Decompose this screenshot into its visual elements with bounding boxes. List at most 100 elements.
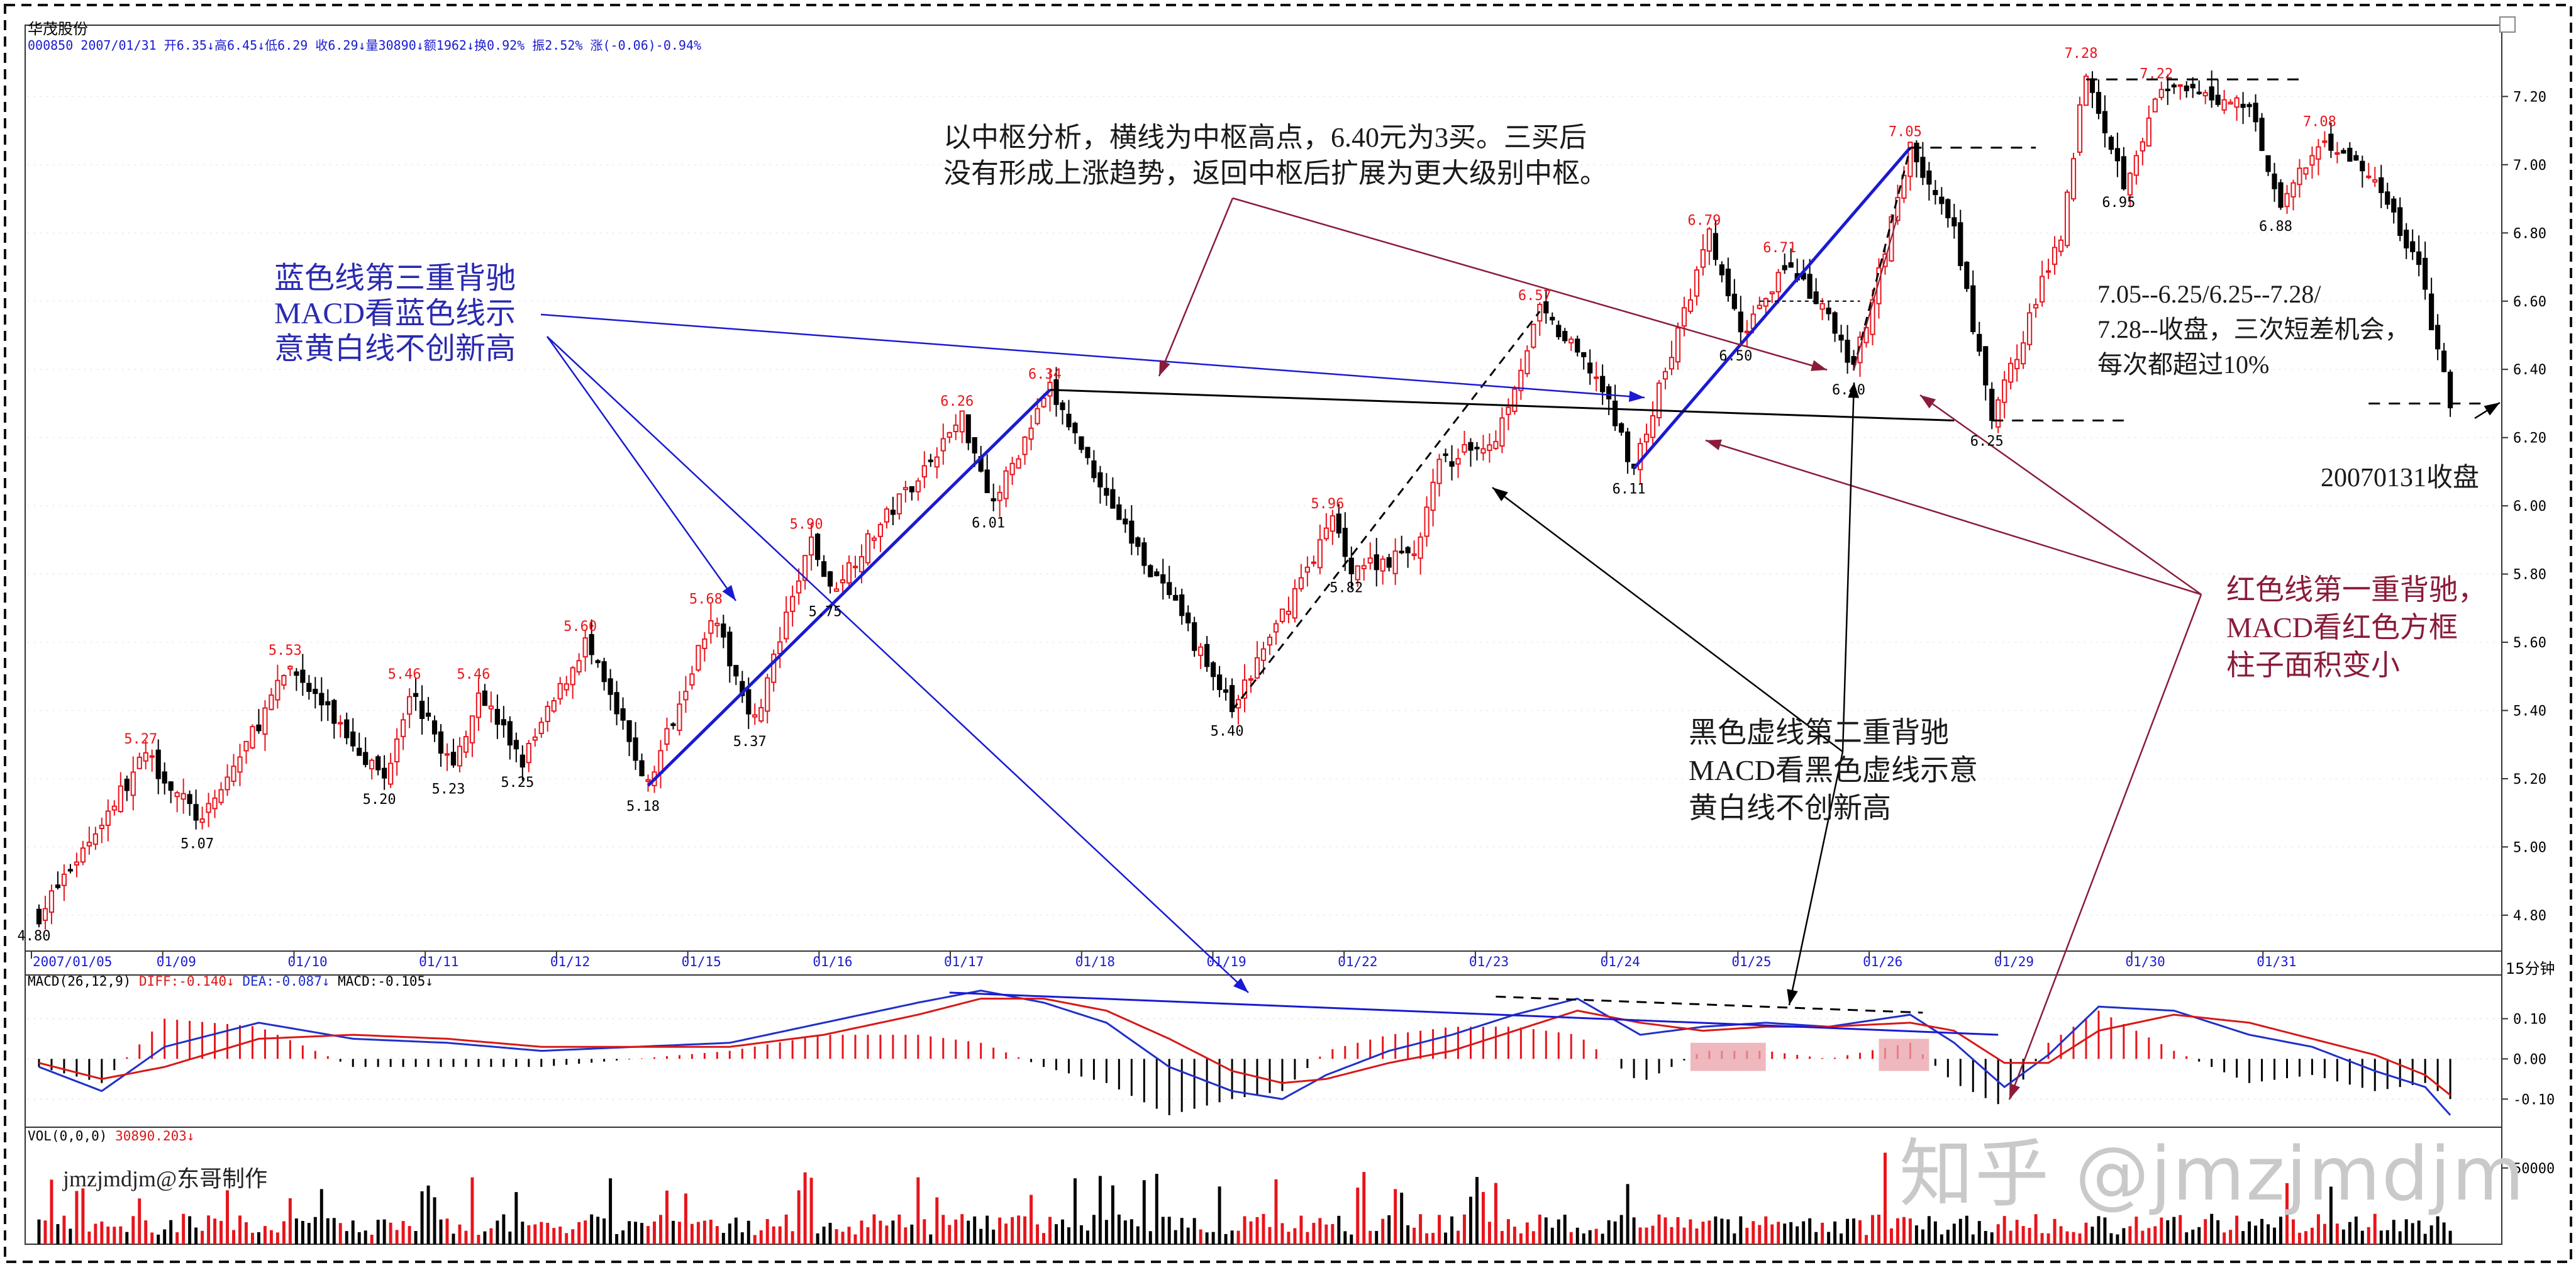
price-candle xyxy=(683,691,689,701)
blue-trend-line-2 xyxy=(1633,147,1912,470)
price-point-label: 6.26 xyxy=(940,394,974,409)
price-candle xyxy=(482,690,488,706)
price-candle xyxy=(86,842,92,847)
vol-header: VOL(0,0,0) 30890.203↓ xyxy=(28,1128,195,1144)
price-candle xyxy=(884,508,890,523)
price-candle xyxy=(1807,274,1813,299)
price-candle xyxy=(1775,272,1781,292)
price-candle xyxy=(1977,333,1982,352)
price-candle xyxy=(1267,637,1273,646)
price-candle xyxy=(218,789,224,803)
price-candle xyxy=(287,666,293,670)
price-candle xyxy=(1173,594,1179,601)
price-candle xyxy=(777,641,783,655)
price-candle xyxy=(1449,461,1455,467)
maroon-arrow-right-head xyxy=(1811,360,1827,371)
x-axis-label: 01/18 xyxy=(1075,954,1115,969)
price-point-label: 4.80 xyxy=(18,928,51,944)
price-candle xyxy=(501,719,506,726)
price-candle xyxy=(752,714,758,718)
price-candle xyxy=(1053,379,1059,405)
outer-border xyxy=(4,4,2572,1263)
price-candle xyxy=(1192,622,1197,651)
price-candle xyxy=(589,634,594,655)
price-candle xyxy=(2423,257,2428,290)
price-candle xyxy=(1713,233,1718,260)
price-candle xyxy=(852,565,858,569)
window-control-icon[interactable] xyxy=(2499,16,2516,33)
price-candle xyxy=(1606,386,1612,399)
price-candle xyxy=(1399,550,1404,554)
price-candle xyxy=(325,701,331,706)
price-point-label: 7.08 xyxy=(2303,114,2336,130)
price-point-label: 5.46 xyxy=(457,667,490,682)
price-candle xyxy=(1543,301,1549,314)
maroon-arrow-to-macd-head xyxy=(2009,1083,2021,1100)
price-candle xyxy=(155,749,161,779)
price-point-label: 5.46 xyxy=(388,667,421,682)
price-candle xyxy=(1380,558,1385,572)
price-candle xyxy=(1870,299,1875,335)
price-candle xyxy=(840,579,846,584)
annotation-line: 没有形成上涨趋势，返回中枢后扩展为更大级别中枢。 xyxy=(943,158,1607,189)
price-candle xyxy=(1687,299,1694,312)
price-candle xyxy=(1072,423,1078,433)
black-dashed-trend-1 xyxy=(1231,311,1541,711)
price-candle xyxy=(469,715,475,744)
price-candle xyxy=(2234,97,2240,108)
price-candle xyxy=(1556,325,1562,338)
price-point-label: 6.88 xyxy=(2259,219,2292,235)
blue-arrow-to-price xyxy=(540,313,1645,399)
price-candle xyxy=(136,756,142,769)
price-candle xyxy=(1738,311,1743,333)
macd-diff-line xyxy=(38,989,2451,1116)
price-candle xyxy=(1135,537,1141,547)
price-candle xyxy=(664,728,670,745)
price-point-label: 6.11 xyxy=(1613,481,1646,497)
price-candle xyxy=(1656,382,1662,418)
price-candle xyxy=(896,493,902,515)
price-candle xyxy=(256,724,262,732)
price-point-label: 5.07 xyxy=(180,836,214,852)
price-candle xyxy=(2316,146,2321,160)
price-point-label: 5.82 xyxy=(1330,581,1363,596)
price-candle xyxy=(2385,191,2390,205)
price-candle xyxy=(934,456,940,468)
price-candle xyxy=(564,683,569,691)
price-point-label: 5.68 xyxy=(689,592,723,608)
blue-arrow-to-trend xyxy=(546,336,737,601)
price-candle xyxy=(890,510,896,515)
annotation-center-analysis: 以中枢分析，横线为中枢高点，6.40元为3买。三买后 没有形成上涨趋势，返回中枢… xyxy=(943,120,1607,191)
price-candle xyxy=(796,580,802,594)
price-candle xyxy=(1983,346,1989,386)
price-candle xyxy=(1323,527,1329,540)
annotation-black-divergence: 黑色虚线第二重背驰 MACD看黑色虚线示意 黄白线不创新高 xyxy=(1689,714,1978,827)
price-candle xyxy=(2158,89,2164,98)
price-candle xyxy=(2435,325,2441,350)
price-candle xyxy=(2303,167,2309,175)
price-candle xyxy=(1964,262,1970,289)
macd-axis-label: 0.10 xyxy=(2513,1012,2546,1028)
price-candle xyxy=(1285,610,1292,615)
price-candle xyxy=(1951,217,1957,226)
price-candle xyxy=(1907,142,1913,177)
price-candle xyxy=(1336,513,1341,534)
price-point-label: 7.28 xyxy=(2064,46,2097,62)
price-candle xyxy=(1330,515,1335,532)
price-candle xyxy=(419,701,425,719)
price-candle xyxy=(802,555,808,581)
price-candle xyxy=(2171,84,2177,87)
price-candle xyxy=(1719,264,1724,276)
price-candle xyxy=(206,803,211,813)
annotation-line: MACD看黑色虚线示意 xyxy=(1689,754,1979,786)
price-point-label: 5.18 xyxy=(626,799,660,815)
price-candle xyxy=(601,661,607,682)
price-candle xyxy=(2297,167,2302,186)
annotation-short-trades: 7.05--6.25/6.25--7.28/ 7.28--收盘，三次短差机会， … xyxy=(2097,277,2410,382)
price-candle xyxy=(721,623,726,638)
annotation-red-divergence: 红色线第一重背驰， MACD看红色方框 柱子面积变小 xyxy=(2226,571,2487,684)
maroon-arrow-to-640 xyxy=(1919,394,2202,596)
price-candle xyxy=(1575,338,1580,353)
period-label[interactable]: 15分钟 xyxy=(2506,960,2555,978)
